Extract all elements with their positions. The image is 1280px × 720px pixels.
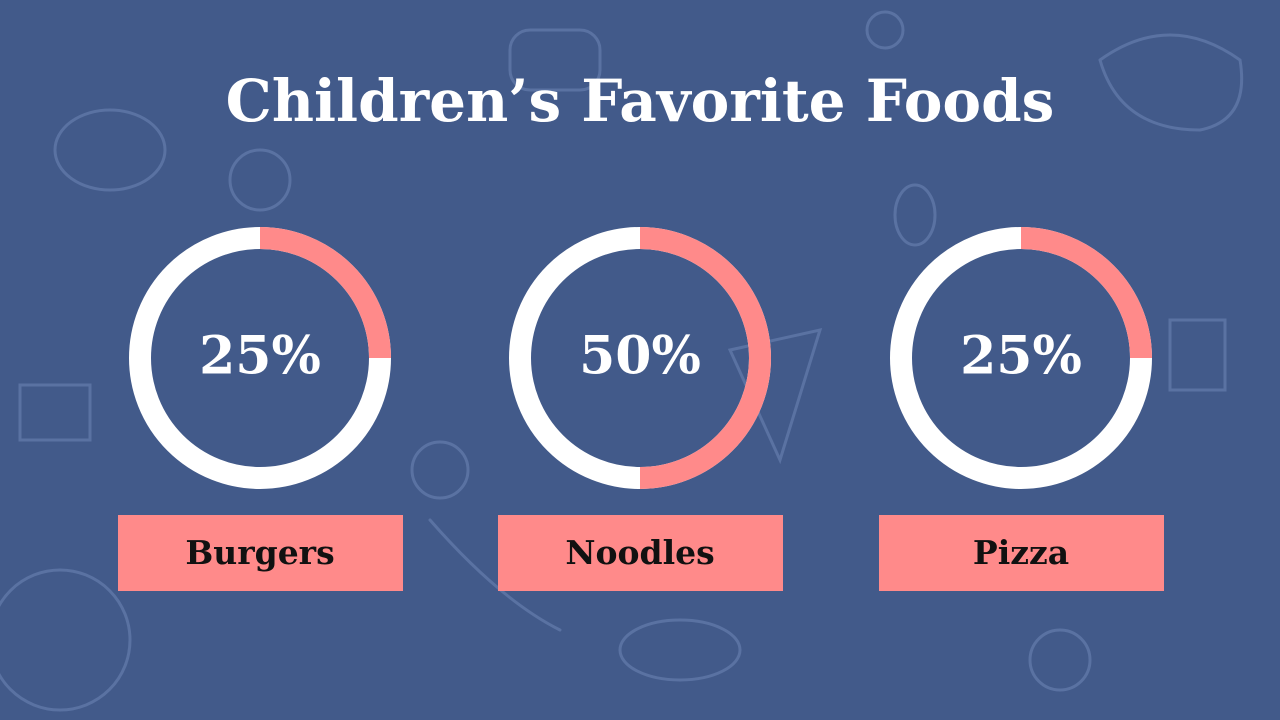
category-label: Pizza — [973, 533, 1069, 572]
doodle — [508, 28, 602, 92]
doodle — [893, 183, 937, 247]
doodle — [1168, 318, 1227, 392]
donut-segment — [639, 227, 771, 489]
category-box — [879, 515, 1164, 591]
doodle — [53, 108, 167, 192]
doodle — [1098, 33, 1244, 132]
doodle — [410, 440, 470, 500]
doodle — [865, 10, 905, 50]
value-label: 25% — [199, 326, 321, 387]
doodle — [428, 518, 562, 632]
category-label: Noodles — [565, 533, 714, 572]
value-label: 50% — [579, 326, 701, 387]
donut-segment — [259, 227, 391, 359]
value-label: 25% — [960, 326, 1082, 387]
donut-segment — [1020, 227, 1152, 359]
category-box — [498, 515, 783, 591]
doodle — [1028, 628, 1092, 692]
category-box — [118, 515, 403, 591]
category-label: Burgers — [185, 533, 334, 572]
title: Children’s Favorite Foods — [226, 67, 1055, 135]
doodle — [618, 618, 742, 682]
doodle — [228, 148, 292, 212]
doodle — [0, 568, 132, 712]
doodle — [18, 383, 92, 442]
